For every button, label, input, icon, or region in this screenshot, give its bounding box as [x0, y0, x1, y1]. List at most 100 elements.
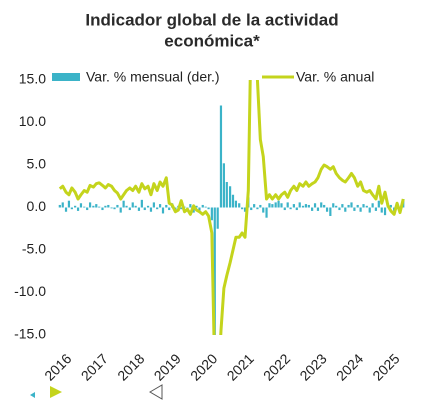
bar [368, 207, 371, 213]
bar [335, 205, 338, 208]
bar [156, 207, 159, 210]
bar [113, 207, 116, 210]
bar [243, 207, 247, 212]
bar [341, 204, 344, 208]
bar [143, 207, 146, 211]
x-tick-label: 2017 [78, 350, 111, 383]
bar [320, 202, 323, 208]
bar [92, 205, 95, 208]
bar [389, 204, 392, 208]
bar [286, 202, 289, 208]
bar [95, 204, 98, 208]
bar [58, 204, 61, 208]
bar [161, 207, 165, 214]
bar [280, 203, 283, 208]
y-tick-label: 15.0 [19, 71, 46, 87]
bar [323, 204, 326, 208]
bar [313, 203, 317, 208]
bar [353, 207, 356, 211]
bar [241, 207, 244, 210]
bar [234, 200, 238, 208]
bar [165, 204, 168, 208]
bar [292, 204, 295, 208]
bar [380, 207, 383, 213]
bar [107, 204, 110, 208]
bar [140, 199, 143, 208]
bar [307, 204, 310, 208]
bar [192, 207, 195, 213]
bar [231, 194, 235, 208]
y-tick-label: 0.0 [27, 198, 47, 214]
bar [268, 203, 271, 208]
bar [168, 207, 171, 211]
bar [253, 204, 256, 208]
bar [262, 207, 265, 213]
bar [70, 207, 73, 210]
bar [277, 200, 280, 208]
legend-label: Var. % mensual (der.) [86, 69, 220, 85]
line [58, 80, 405, 335]
bar [201, 204, 204, 208]
bar [238, 203, 241, 208]
bar [365, 205, 368, 208]
bar [110, 207, 113, 209]
x-tick-label: 2019 [151, 350, 184, 383]
bar [325, 207, 329, 212]
bar [359, 207, 362, 212]
bar [207, 207, 210, 210]
bar [101, 207, 104, 211]
bar [119, 207, 122, 213]
bar [189, 204, 192, 208]
bar [158, 204, 162, 208]
x-tick-label: 2018 [114, 350, 147, 383]
bar [383, 207, 387, 216]
bar [116, 204, 119, 208]
bar [195, 205, 198, 208]
bar [61, 202, 64, 208]
bar [83, 206, 86, 208]
bar [289, 207, 292, 210]
x-tick-label: 2020 [187, 350, 220, 383]
bar [76, 207, 80, 211]
bar [64, 207, 68, 212]
bar [88, 202, 92, 208]
bar [377, 200, 380, 208]
bar [86, 207, 89, 211]
chart-title: Indicador global de la actividad [85, 10, 338, 29]
bar [213, 207, 216, 335]
bar [216, 207, 219, 229]
bar [301, 205, 305, 208]
bar [210, 207, 213, 221]
bar [146, 205, 150, 208]
bar [362, 204, 365, 208]
bar [356, 204, 359, 208]
x-tick-label: 2024 [333, 350, 366, 383]
bar [225, 182, 228, 208]
bar [259, 204, 262, 208]
bar [125, 205, 128, 208]
bar [350, 202, 353, 208]
bar [298, 202, 301, 208]
y-tick-label: -5.0 [22, 241, 46, 257]
bar [347, 204, 350, 208]
bar [265, 207, 268, 218]
x-tick-label: 2023 [296, 350, 329, 383]
bar [311, 207, 314, 211]
bar [149, 207, 153, 212]
decoration [30, 384, 163, 400]
y-tick-label: -15.0 [14, 326, 46, 342]
legend-label: Var. % anual [296, 69, 374, 85]
bar [204, 206, 207, 208]
bar [228, 186, 232, 208]
bar [67, 200, 71, 208]
bar [304, 204, 308, 208]
bar [329, 207, 332, 216]
x-tick-label: 2021 [224, 350, 257, 383]
y-tick-label: 5.0 [27, 156, 47, 172]
x-tick-label: 2022 [260, 350, 293, 383]
bar [344, 207, 347, 212]
bar [332, 203, 335, 208]
bar [295, 207, 298, 211]
bar [283, 207, 286, 211]
bar [219, 105, 223, 208]
